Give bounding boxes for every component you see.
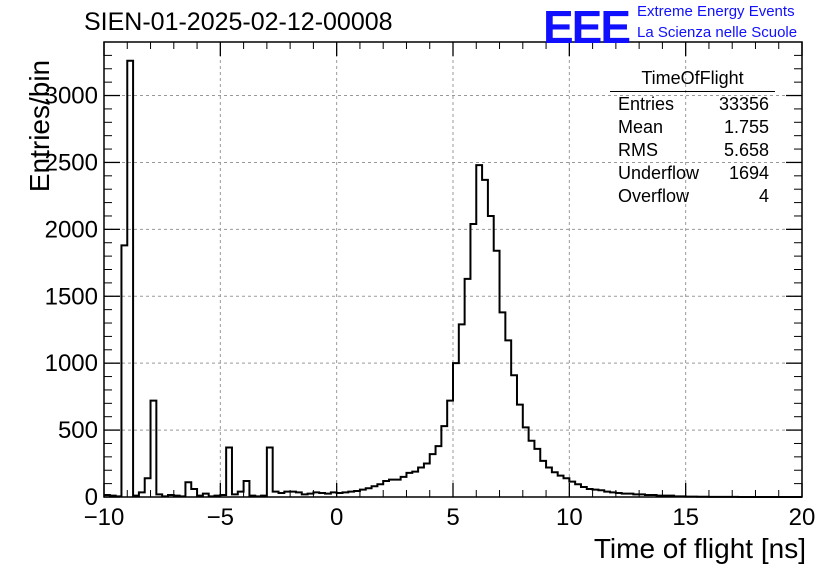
x-tick-label: 20 — [789, 504, 816, 531]
stats-value: 4 — [758, 186, 769, 206]
x-tick-label: −5 — [207, 504, 234, 531]
stats-label: Entries — [618, 94, 675, 114]
y-tick-label: 0 — [85, 484, 98, 511]
stats-value: 1694 — [728, 163, 769, 183]
y-tick-label: 500 — [58, 417, 98, 444]
stats-box: TimeOfFlight Entries 33356 Mean 1.755 RM… — [610, 68, 775, 209]
x-axis-label: Time of flight [ns] — [593, 533, 806, 564]
stats-label: Mean — [618, 117, 664, 137]
y-tick-label: 2500 — [45, 149, 98, 176]
stats-value: 1.755 — [723, 117, 769, 137]
grid-lines — [104, 42, 802, 497]
stats-value: 33356 — [718, 94, 769, 114]
logo-tagline-1: Extreme Energy Events — [637, 3, 795, 20]
stats-title: TimeOfFlight — [610, 68, 775, 92]
stats-row-mean: Mean 1.755 — [610, 117, 775, 140]
plot-frame — [103, 41, 803, 498]
tick-labels: −10 −5 0 5 10 15 20 0 500 1000 1500 2000 2500 3000 — [45, 83, 816, 531]
y-tick-label: 1000 — [45, 350, 98, 377]
stats-row-overflow: Overflow 4 — [610, 186, 775, 209]
histogram-line — [104, 59, 802, 498]
stats-row-underflow: Underflow 1694 — [610, 163, 775, 186]
x-tick-label: 0 — [330, 504, 343, 531]
stats-label: RMS — [618, 140, 658, 160]
y-axis-label: Entries/bin — [24, 59, 55, 193]
y-tick-label: 3000 — [45, 83, 98, 110]
stats-label: Overflow — [618, 186, 690, 206]
logo-tagline-2: La Scienza nelle Scuole — [637, 24, 798, 41]
stats-row-rms: RMS 5.658 — [610, 140, 775, 163]
stats-row-entries: Entries 33356 — [610, 94, 775, 117]
y-tick-label: 1500 — [45, 283, 98, 310]
x-tick-label: 5 — [446, 504, 459, 531]
x-tick-label: 10 — [556, 504, 583, 531]
x-tick-label: 15 — [672, 504, 699, 531]
eee-logo: EEE — [543, 1, 631, 53]
run-title: SIEN-01-2025-02-12-00008 — [84, 8, 393, 36]
stats-label: Underflow — [618, 163, 700, 183]
stats-value: 5.658 — [723, 140, 769, 160]
y-tick-label: 2000 — [45, 216, 98, 243]
x-tick-label: −10 — [84, 504, 125, 531]
axis-ticks — [103, 41, 803, 498]
